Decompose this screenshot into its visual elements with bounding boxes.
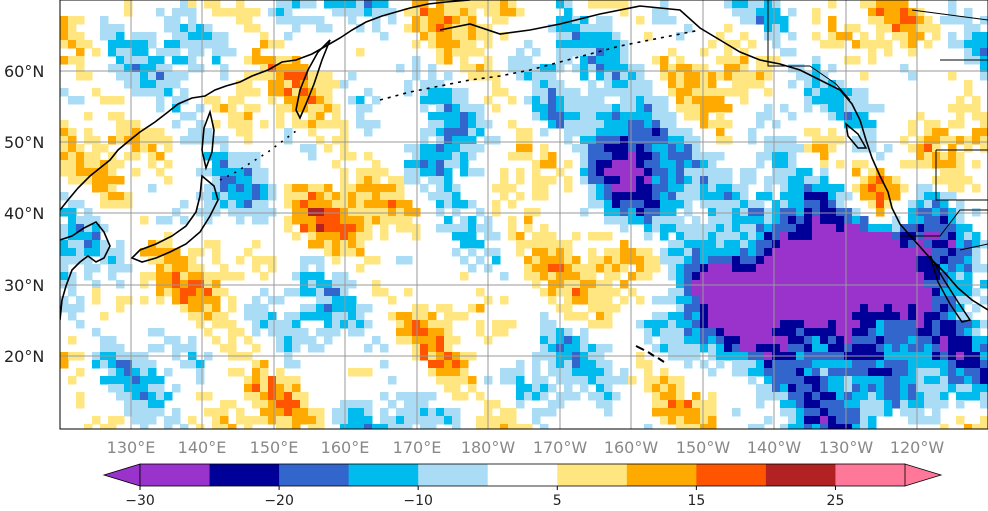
colorbar-over-arrow — [904, 463, 943, 487]
colorbar-bin — [140, 464, 210, 486]
lon-label-130e: 130°E — [107, 438, 156, 457]
colorbar-tick-label: −10 — [403, 493, 433, 509]
aleutian-islands — [379, 29, 701, 101]
colorbar-bin — [209, 464, 280, 486]
colorbar-bin — [626, 464, 697, 486]
colorbar-bin — [835, 464, 906, 486]
political-borders — [767, 0, 988, 251]
map-frame — [59, 0, 988, 430]
lon-label-160w: 160°W — [604, 438, 659, 457]
lat-label-40: 40°N — [4, 204, 44, 223]
asia-coastline — [60, 0, 471, 211]
lon-labels: 130°E 140°E 150°E 160°E 170°E 180°W 170°… — [107, 438, 945, 457]
lon-label-140w: 140°W — [747, 438, 802, 457]
colorbar-tick-label: 15 — [687, 493, 705, 509]
lat-labels: 60°N 50°N 40°N 30°N 20°N — [4, 62, 44, 366]
lon-label-130w: 130°W — [819, 438, 874, 457]
colorbar-tick-label: 5 — [553, 493, 562, 509]
lon-label-150w: 150°W — [676, 438, 731, 457]
colorbar-tick-label: −30 — [125, 493, 155, 509]
hawaii-islands — [635, 345, 665, 363]
baja-coast — [929, 255, 972, 323]
colorbar-bin — [279, 464, 350, 486]
colorbar-bin — [557, 464, 628, 486]
colorbar-frame — [139, 463, 906, 487]
lat-label-50: 50°N — [4, 133, 44, 152]
north-america-coast — [439, 5, 988, 311]
japan-coast — [130, 174, 219, 263]
lat-label-30: 30°N — [4, 276, 44, 295]
colorbar-bin — [487, 464, 558, 486]
lon-label-180w: 180°W — [461, 438, 516, 457]
colorbar-tick-label: 25 — [827, 493, 845, 509]
sakhalin-coast — [201, 109, 215, 171]
lat-label-20: 20°N — [4, 347, 44, 366]
colorbar-bin — [348, 464, 419, 486]
kamchatka-coast — [295, 39, 331, 120]
lon-label-170e: 170°E — [393, 438, 442, 457]
colorbar-bin — [696, 464, 767, 486]
colorbar: −30 −20 −10 5 15 25 — [102, 463, 943, 509]
colorbar-tick-label: −20 — [264, 493, 294, 509]
colorbar-under-arrow — [102, 463, 141, 487]
map-area — [60, 0, 988, 429]
gridlines — [60, 0, 988, 429]
lon-label-170w: 170°W — [533, 438, 588, 457]
lat-label-60: 60°N — [4, 62, 44, 81]
anomaly-field — [60, 0, 988, 429]
vancouver-island — [844, 122, 868, 149]
colorbar-bin — [765, 464, 836, 486]
lon-label-140e: 140°E — [178, 438, 227, 457]
colorbar-bin — [418, 464, 489, 486]
lon-label-160e: 160°E — [321, 438, 370, 457]
korea-china-coast — [60, 220, 111, 321]
lon-label-120w: 120°W — [890, 438, 945, 457]
lon-label-150e: 150°E — [250, 438, 299, 457]
coastlines — [60, 0, 988, 363]
